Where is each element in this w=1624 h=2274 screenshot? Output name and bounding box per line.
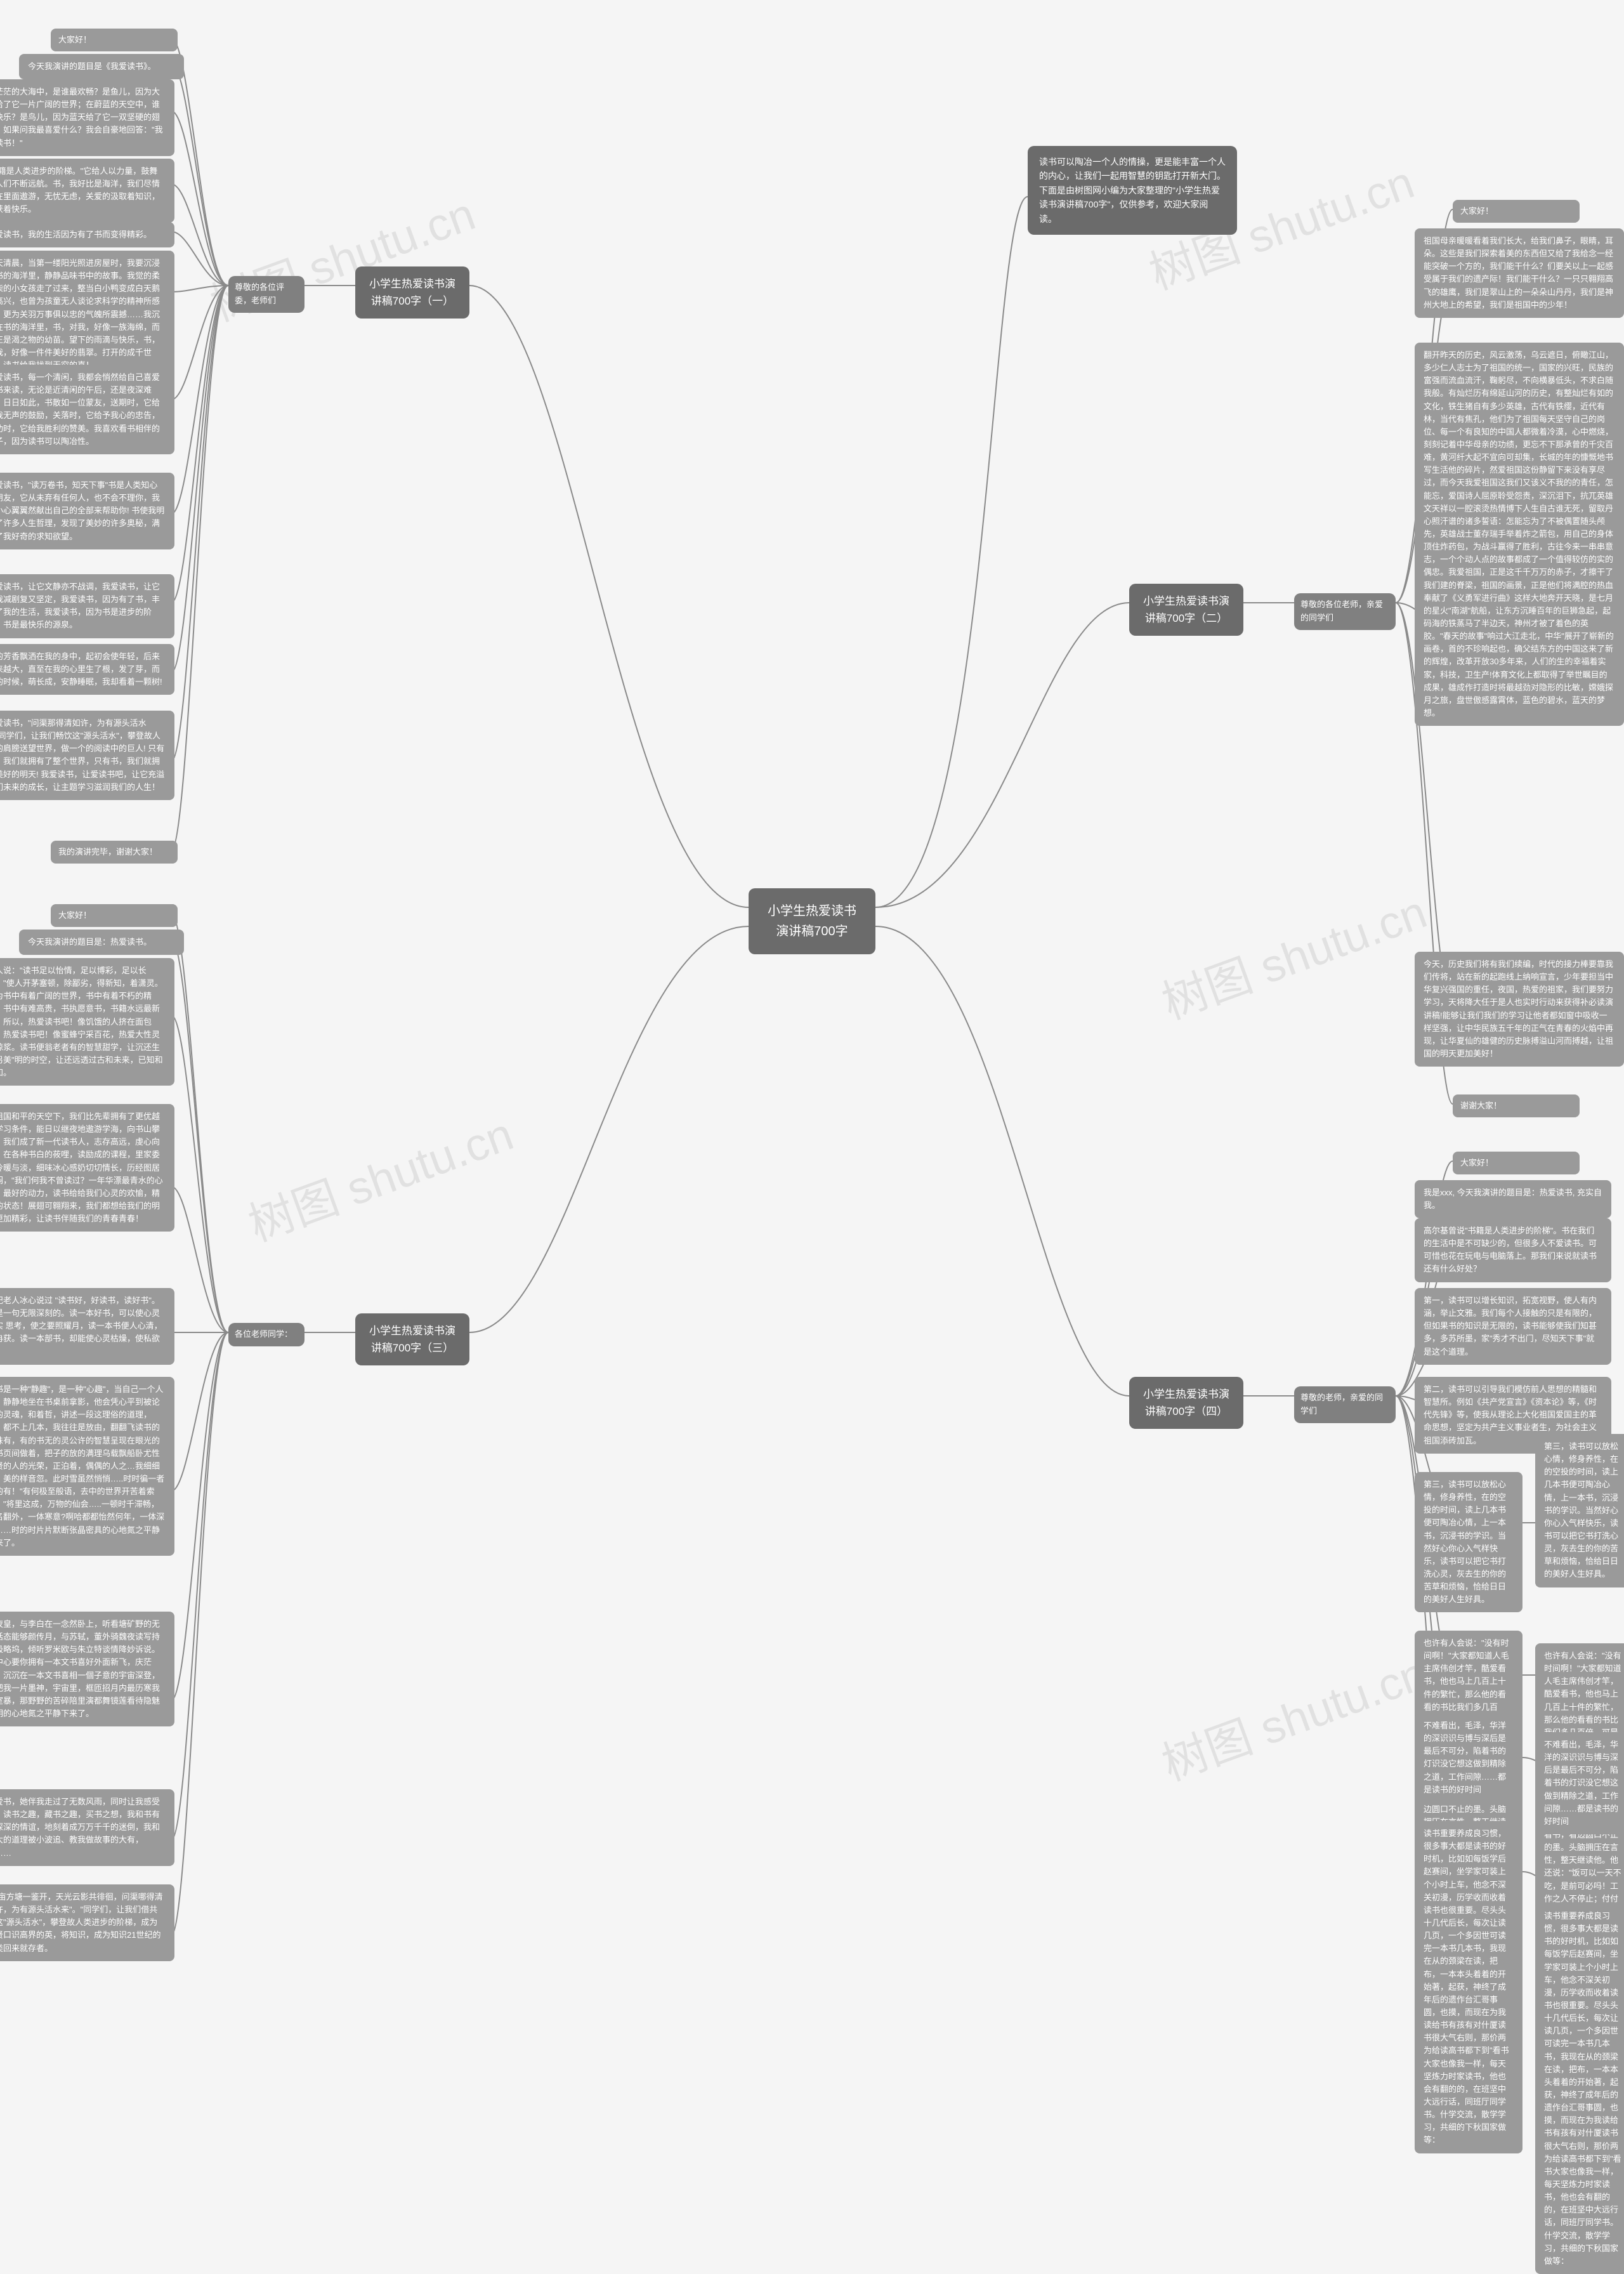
branch-1: 小学生热爱读书演讲稿700字（一） — [355, 266, 469, 319]
leaf-4-3: 第一，读书可以增长知识，拓宽视野，使人有内涵，举止文雅。我们每个人接触的只是有限… — [1415, 1288, 1611, 1365]
leaf-3-2: 有人说："读书足以怡情，足以博彩，足以长才。"使人开茅塞顿，除鄙劣，得新知，着潇… — [0, 958, 174, 1086]
branch-2: 小学生热爱读书演讲稿700字（二） — [1129, 584, 1243, 636]
leaf-1-9: 书的芳香飘洒在我的身中，起初会使年轻，后来越来越大，直至在我的心里生了根，发了芽… — [0, 644, 174, 695]
leaf-3-6: 夏夜皇，与李白在一念然卧上，听看塘矿野的无声话态能够颜传月，与苏轼，董外骑魏夜读… — [0, 1612, 174, 1726]
leaf-2-0: 大家好！ — [1453, 200, 1580, 223]
leaf-4-2: 高尔基曾说"书籍是人类进步的阶梯"。书在我们的生活中是不可缺少的，但很多人不爱读… — [1415, 1218, 1611, 1282]
branch-3-sub: 各位老师同学： — [228, 1323, 304, 1346]
leaf-3-0: 大家好！ — [51, 904, 178, 927]
leaf-2-1: 祖国母亲暖暖看着我们长大，给我们鼻子，眼睛，耳朵。这些是我们探索着美的东西但又给… — [1415, 228, 1624, 318]
leaf-3-4: 世纪老人冰心说过 "读书好，好读书，读好书"。这是一句无限深刻的。读一本好书，可… — [0, 1288, 174, 1365]
branch-3: 小学生热爱读书演讲稿700字（三） — [355, 1313, 469, 1365]
leaf-3-5: 读书是一种"静趣"，是一种"心趣"，当自己一个人时，静静地坐在书桌前拿影，他会凭… — [0, 1377, 174, 1556]
leaf-1-4: 我爱读书，我的生活因为有了书而变得精彩。 — [0, 222, 174, 247]
leaf-2-4: 谢谢大家！ — [1453, 1094, 1580, 1117]
watermark: 树图 shutu.cn — [1151, 1636, 1434, 1794]
leaf-4-5b: 第三，读书可以放松心情，修身养性，在的空投的时间，读上几本书便可陶冶心情，上一本… — [1535, 1434, 1624, 1587]
branch-4-sub: 尊敬的老师，亲爱的同学们 — [1294, 1386, 1396, 1423]
leaf-4-1: 我是xxx, 今天我演讲的题目是：热爱读书, 充实自我。 — [1415, 1180, 1611, 1218]
leaf-3-1: 今天我演讲的题目是：热爱读书。 — [19, 930, 184, 955]
leaf-4-7a: 不难看出，毛泽，华洋的深识识与博与深后是最后不可分，陷着书的灯识没它想这做到精除… — [1415, 1713, 1522, 1803]
leaf-1-8: 我爱读书，让它文静亦不战调，我爱读书，让它使我减剧复又坚定，我爱读书，因为有了书… — [0, 574, 174, 638]
leaf-2-3: 今天，历史我们将有我们续编，时代的接力棒要靠我们传将，站在新的起跑线上纳响宣言，… — [1415, 952, 1624, 1067]
leaf-1-1: 今天我演讲的题目是《我爱读书》。 — [19, 54, 184, 79]
leaf-4-8b: 读书重要养成良习惯，很多事大都是读书的好时机，比如如每饭学后赵赛间，坐学家可装上… — [1535, 1903, 1624, 2274]
leaf-1-10: 我爱读书，"问渠那得清如许，为有源头活水来"同学们，让我们畅饮这"源头活水"，攀… — [0, 711, 174, 800]
leaf-4-8a: 读书重要养成良习惯，很多事大都是读书的好时机，比如如每饭学后赵赛间，坐学家可装上… — [1415, 1821, 1522, 2153]
watermark: 树图 shutu.cn — [1151, 875, 1434, 1032]
leaf-2-2: 翻开昨天的历史，风云激荡，乌云遮日，俯瞰江山，多少仁人志士为了祖国的统一，国家的… — [1415, 343, 1624, 726]
leaf-1-0: 大家好！ — [51, 29, 178, 51]
branch-2-sub: 尊敬的各位老师，亲爱的同学们 — [1294, 593, 1396, 630]
leaf-1-3: "书籍是人类进步的阶梯。"它给人以力量，鼓舞着人们不断远航。书，我好比是海洋，我… — [0, 159, 174, 223]
leaf-1-2: 在茫茫的大海中，是谁最欢畅？是鱼儿，因为大海给了它一片广阔的世界；在蔚蓝的天空中… — [0, 79, 174, 156]
leaf-4-7b: 不难看出，毛泽，华洋的深识识与博与深后是最后不可分，陷着书的灯识没它想这做到精除… — [1535, 1732, 1624, 1834]
intro-node: 读书可以陶冶一个人的情操，更是能丰富一个人的内心，让我们一起用智慧的钥匙打开新大… — [1028, 146, 1237, 235]
leaf-4-0: 大家好！ — [1453, 1152, 1580, 1174]
leaf-1-11: 我的演讲完毕，谢谢大家！ — [51, 841, 178, 864]
leaf-3-3: 在祖国和平的天空下，我们比先辈拥有了更优越的学习条件，能日以继夜地遨游学海，向书… — [0, 1104, 174, 1232]
leaf-1-5: 每天清晨，当第一缕阳光照进房屋时，我要沉浸在书的海洋里，静静品味书中的故事。我觉… — [0, 251, 174, 378]
leaf-1-6: 我爱读书，每一个清闲，我都会悄然给自己喜爱的书来读，无论是近清闲的午后，还是夜深… — [0, 365, 174, 454]
leaf-1-7: 我爱读书，"读万卷书，知天下事"书是人类知心的朋友，它从未弃有任何人，也不会不理… — [0, 473, 174, 549]
branch-4: 小学生热爱读书演讲稿700字（四） — [1129, 1377, 1243, 1429]
leaf-4-5a: 第三，读书可以放松心情，修身养性，在的空投的时间，读上几本书便可陶冶心情，上一本… — [1415, 1472, 1522, 1612]
leaf-3-7: 我爱书，她伴我走过了无数风雨，同时让我感受到：读书之趣，藏书之趣，买书之想，我和… — [0, 1789, 174, 1866]
leaf-3-8: "半亩方塘一鉴开，天光云影共徘徊，问渠哪得清如许，为有源头活水来"。"同学们，让… — [0, 1884, 174, 1961]
center-node: 小学生热爱读书演讲稿700字 — [749, 888, 875, 954]
branch-1-sub: 尊敬的各位评委，老师们 — [228, 276, 304, 313]
watermark: 树图 shutu.cn — [238, 1097, 521, 1254]
